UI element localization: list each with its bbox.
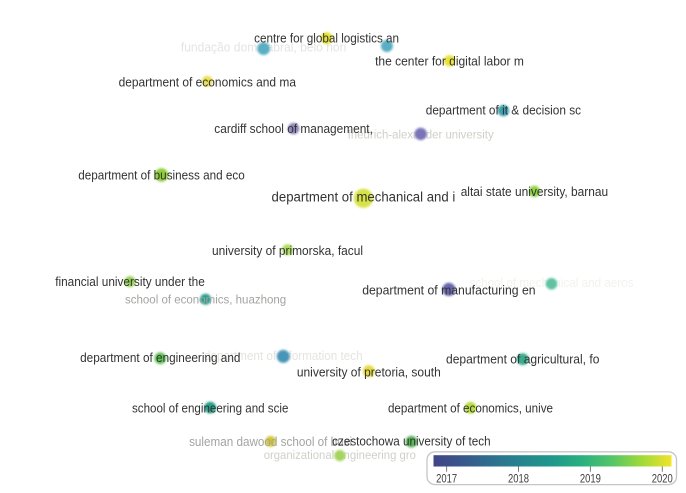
svg-text:department of mechanical and i: department of mechanical and i	[272, 190, 456, 206]
svg-text:the center for digital labor m: the center for digital labor m	[375, 54, 524, 69]
svg-text:school of economics, huazhong: school of economics, huazhong	[125, 293, 286, 307]
svg-text:department of manufacturing en: department of manufacturing en	[362, 283, 535, 298]
svg-text:centre for global logistics an: centre for global logistics an	[254, 31, 399, 45]
svg-text:department of economics, unive: department of economics, unive	[388, 401, 553, 415]
svg-text:department of economics and ma: department of economics and ma	[119, 75, 297, 90]
svg-text:department of it & decision sc: department of it & decision sc	[426, 103, 582, 118]
svg-text:department of agricultural, fo: department of agricultural, fo	[446, 351, 599, 366]
svg-text:school of engineering and scie: school of engineering and scie	[132, 401, 288, 415]
svg-text:2020: 2020	[652, 471, 673, 485]
svg-text:suleman dawood school of busi: suleman dawood school of busi	[189, 435, 352, 449]
svg-text:financial university under the: financial university under the	[55, 275, 205, 289]
svg-text:university of primorska, facul: university of primorska, facul	[212, 243, 363, 258]
svg-text:czestochowa university of tech: czestochowa university of tech	[332, 435, 491, 449]
svg-text:cardiff school of management,: cardiff school of management,	[214, 121, 373, 136]
svg-text:2018: 2018	[508, 471, 529, 485]
svg-text:university of pretoria, south: university of pretoria, south	[297, 365, 441, 380]
svg-text:altai state university, barnau: altai state university, barnau	[461, 184, 608, 199]
svg-text:2019: 2019	[580, 471, 601, 485]
svg-text:2017: 2017	[436, 471, 457, 485]
svg-text:department of business and eco: department of business and eco	[78, 168, 245, 182]
svg-text:department of engineering and: department of engineering and	[80, 351, 240, 365]
